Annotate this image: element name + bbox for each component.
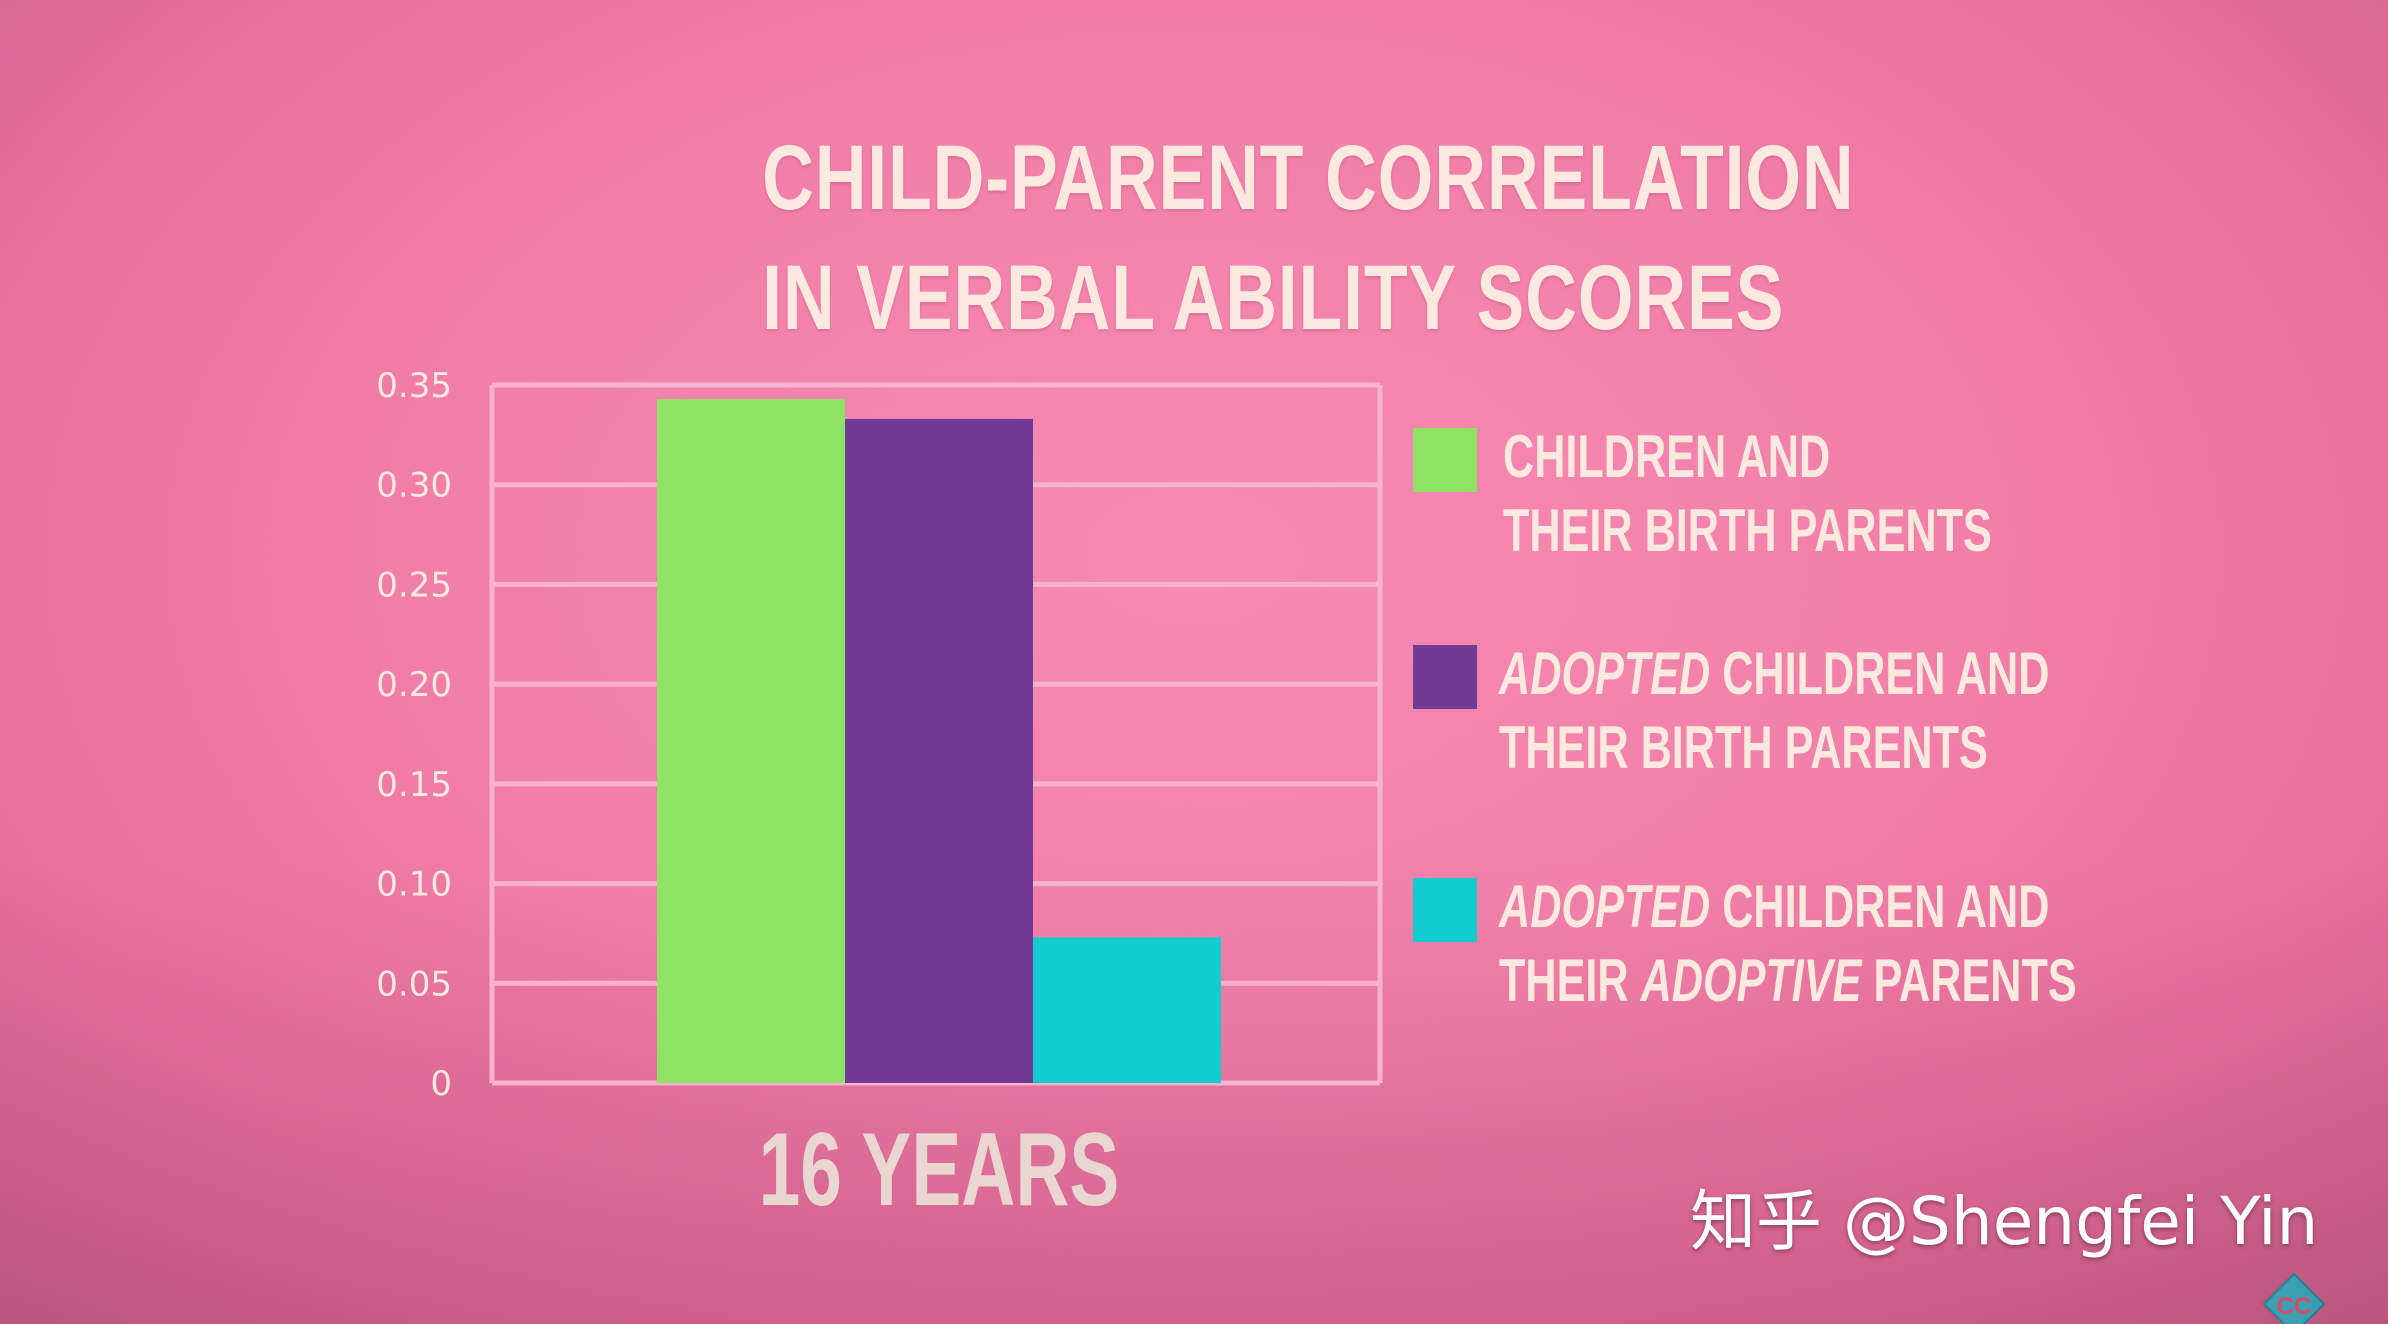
y-tick-label: 0.10 (376, 865, 452, 905)
legend-label: ADOPTED CHILDREN AND THEIR ADOPTIVE PARE… (1499, 870, 2118, 1018)
legend-emphasis: ADOPTED (1499, 640, 1711, 707)
legend-label-line-2: THEIR BIRTH PARENTS (1499, 714, 1988, 781)
legend-emphasis: ADOPTIVE (1640, 947, 1862, 1014)
legend-label-line-1: CHILDREN AND (1503, 423, 1831, 490)
legend-label: CHILDREN AND THEIR BIRTH PARENTS (1503, 420, 2122, 568)
logo-text: CC (2277, 1293, 2312, 1320)
legend-label-post: PARENTS (1861, 947, 2077, 1014)
legend-label-line-2: THEIR ADOPTIVE PARENTS (1499, 944, 2118, 1018)
legend-swatch-purple (1413, 645, 1477, 709)
chart-title-line-2: IN VERBAL ABILITY SCORES (762, 247, 1785, 349)
watermark-text: 知乎 @Shengfei Yin (1690, 1183, 2319, 1260)
legend-label-line-2: THEIR BIRTH PARENTS (1503, 497, 1992, 564)
y-tick-label: 0.15 (376, 765, 452, 805)
legend-label-pre: THEIR (1499, 947, 1641, 1014)
y-tick-label: 0.05 (376, 964, 452, 1004)
legend-swatch-cyan (1413, 878, 1477, 942)
y-tick-label: 0 (430, 1064, 452, 1104)
legend-item-birth-children: CHILDREN AND THEIR BIRTH PARENTS (1413, 420, 2113, 570)
legend-label-line-1: ADOPTED CHILDREN AND (1499, 637, 2118, 711)
y-tick-label: 0.30 (376, 466, 452, 506)
legend-label-line-1: ADOPTED CHILDREN AND (1499, 870, 2118, 944)
y-tick-label: 0.20 (376, 665, 452, 705)
legend-label: ADOPTED CHILDREN AND THEIR BIRTH PARENTS (1499, 637, 2118, 785)
bar-3 (1033, 937, 1221, 1083)
legend-emphasis: ADOPTED (1499, 873, 1711, 940)
legend-swatch-green (1413, 428, 1477, 492)
bar-1 (657, 398, 845, 1084)
y-tick-label: 0.25 (376, 565, 452, 605)
legend-item-adopted-birth: ADOPTED CHILDREN AND THEIR BIRTH PARENTS (1413, 637, 2113, 787)
x-category-label: 16 YEARS (759, 1112, 1120, 1228)
legend-label-rest: CHILDREN AND (1710, 873, 2050, 940)
legend-label-rest: CHILDREN AND (1710, 640, 2050, 707)
legend-item-adopted-adoptive: ADOPTED CHILDREN AND THEIR ADOPTIVE PARE… (1413, 870, 2113, 1020)
crash-course-logo-icon: CC (2262, 1272, 2326, 1324)
y-tick-label: 0.35 (376, 366, 452, 406)
bar-2 (845, 418, 1033, 1084)
